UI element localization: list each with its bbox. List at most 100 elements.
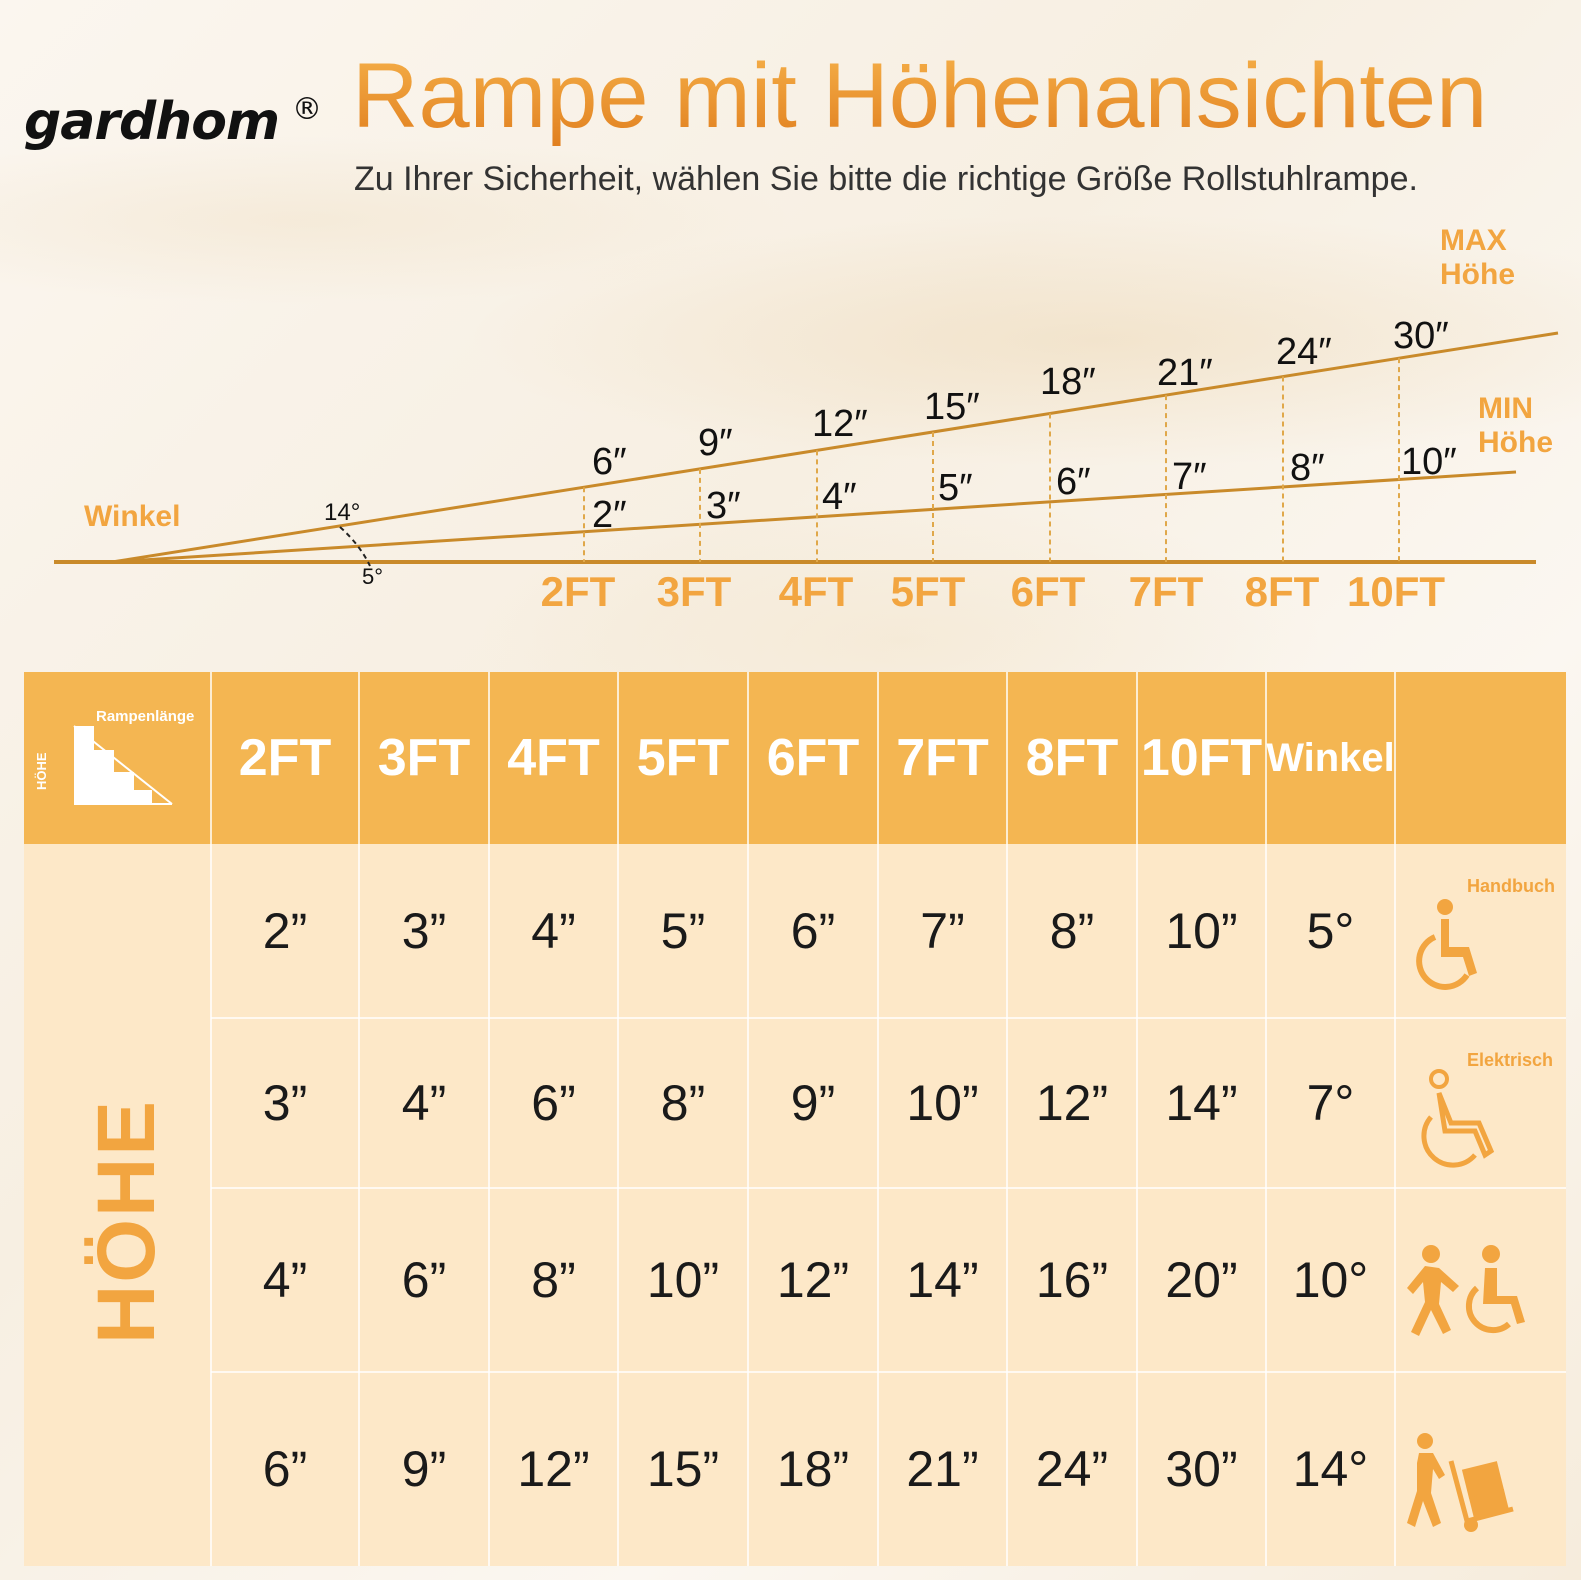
column-header: 2FT bbox=[238, 729, 332, 787]
column-header: 7FT bbox=[896, 729, 989, 787]
manual-wheelchair-icon bbox=[1416, 899, 1477, 990]
table-cell: 12” bbox=[1035, 1075, 1109, 1131]
min-height-label: 5″ bbox=[938, 467, 973, 509]
table-cell: 7° bbox=[1306, 1075, 1355, 1131]
table-cell: 30” bbox=[1165, 1441, 1238, 1497]
column-divider bbox=[747, 672, 749, 1566]
column-header: Winkel bbox=[1266, 735, 1395, 780]
table-cell: 3” bbox=[262, 1075, 308, 1131]
page-title: Rampe mit Höhenansichten bbox=[352, 45, 1488, 147]
ramp-corner-icon bbox=[73, 725, 173, 805]
table-cell: 6” bbox=[790, 903, 836, 959]
table-header-row bbox=[24, 672, 1566, 844]
ramp-height-diagram: 6″ 9″ 12″ 15″ 18″ 21″ 24″ 30″ 2″ 3″ 4″ 5″ 6″ 7″ 8″ 10″ 2… bbox=[54, 224, 1559, 615]
column-header: 4FT bbox=[507, 729, 600, 787]
column-header: 3FT bbox=[377, 729, 471, 787]
icon-caption: Elektrisch bbox=[1467, 1050, 1554, 1070]
table-cell: 4” bbox=[531, 903, 576, 959]
min-height-title-line1: MIN bbox=[1478, 392, 1533, 425]
ramp-length-label: 5FT bbox=[891, 568, 966, 615]
max-height-label: 24″ bbox=[1276, 331, 1332, 373]
row-divider bbox=[211, 1187, 1566, 1189]
column-divider bbox=[358, 672, 360, 1566]
column-divider bbox=[1006, 672, 1008, 1566]
table-cell: 6” bbox=[531, 1075, 576, 1131]
table-cell: 16” bbox=[1035, 1252, 1109, 1308]
max-height-label: 6″ bbox=[592, 441, 627, 483]
max-height-label: 12″ bbox=[812, 403, 868, 445]
min-height-label: 10″ bbox=[1401, 441, 1457, 483]
registered-mark: ® bbox=[292, 92, 322, 127]
table-cell: 10” bbox=[646, 1252, 720, 1308]
ramp-length-label: 6FT bbox=[1011, 568, 1086, 615]
row-divider bbox=[211, 1017, 1566, 1019]
column-divider bbox=[877, 672, 879, 1566]
corner-length-label: Rampenlänge bbox=[96, 708, 195, 725]
max-height-label: 18″ bbox=[1040, 361, 1096, 403]
table-cell: 8” bbox=[660, 1075, 706, 1131]
angle-arc bbox=[339, 526, 371, 567]
angle-title-label: Winkel bbox=[84, 500, 180, 533]
max-height-label: 9″ bbox=[698, 422, 733, 464]
max-height-title-line2: Höhe bbox=[1440, 258, 1515, 291]
table-cell: 10” bbox=[1165, 903, 1238, 959]
hand-truck-icon bbox=[1407, 1433, 1514, 1532]
column-header: 8FT bbox=[1025, 729, 1119, 787]
column-divider bbox=[1394, 672, 1396, 1566]
corner-height-label: HÖHE bbox=[34, 752, 49, 790]
table-cell: 7” bbox=[920, 903, 965, 959]
table-cell: 15” bbox=[646, 1441, 720, 1497]
max-height-title-line1: MAX bbox=[1440, 224, 1507, 257]
table-cell: 14” bbox=[906, 1252, 979, 1308]
table-cell: 2” bbox=[262, 903, 308, 959]
ramp-size-table: 2FT 3FT 4FT 5FT 6FT 7FT 8FT 10FT Winkel 2” 3” 4” 5” 6… bbox=[24, 672, 1566, 1566]
brand-logo: gardhom bbox=[24, 92, 280, 152]
ramp-length-label: 4FT bbox=[779, 568, 854, 615]
column-divider bbox=[488, 672, 490, 1566]
table-cell: 8” bbox=[531, 1252, 576, 1308]
ramp-length-label: 3FT bbox=[657, 568, 732, 615]
table-cell: 6” bbox=[262, 1441, 308, 1497]
min-height-label: 2″ bbox=[592, 494, 627, 536]
row-divider bbox=[211, 1371, 1566, 1373]
min-height-label: 6″ bbox=[1056, 461, 1091, 503]
column-divider bbox=[1136, 672, 1138, 1566]
table-cell: 18” bbox=[776, 1441, 850, 1497]
min-height-title-line2: Höhe bbox=[1478, 426, 1553, 459]
table-cell: 12” bbox=[776, 1252, 850, 1308]
page-subtitle: Zu Ihrer Sicherheit, wählen Sie bitte di… bbox=[354, 160, 1418, 198]
column-header: 5FT bbox=[636, 729, 730, 787]
table-cell: 4” bbox=[262, 1252, 308, 1308]
table-cell: 9” bbox=[790, 1075, 836, 1131]
table-cell: 24” bbox=[1035, 1441, 1109, 1497]
max-height-label: 15″ bbox=[924, 386, 980, 428]
row-group-label: HÖHE bbox=[81, 1099, 172, 1344]
column-header: 6FT bbox=[766, 729, 860, 787]
icon-caption: Handbuch bbox=[1467, 876, 1555, 896]
column-header: 10FT bbox=[1140, 729, 1263, 787]
min-height-label: 8″ bbox=[1290, 447, 1325, 489]
ramp-length-label: 2FT bbox=[541, 568, 616, 615]
table-cell: 10” bbox=[906, 1075, 979, 1131]
column-divider bbox=[210, 672, 212, 1566]
table-cell: 3” bbox=[401, 903, 447, 959]
column-divider bbox=[1265, 672, 1267, 1566]
table-cell: 8” bbox=[1049, 903, 1095, 959]
min-height-label: 7″ bbox=[1172, 456, 1207, 498]
table-cell: 14” bbox=[1165, 1075, 1238, 1131]
table-cell: 10° bbox=[1292, 1252, 1369, 1308]
electric-wheelchair-icon bbox=[1421, 1069, 1495, 1168]
max-height-label: 30″ bbox=[1393, 315, 1449, 357]
table-cell: 12” bbox=[517, 1441, 590, 1497]
ramp-length-label: 7FT bbox=[1129, 568, 1204, 615]
min-height-label: 3″ bbox=[706, 485, 741, 527]
assisted-wheelchair-icon bbox=[1407, 1245, 1525, 1336]
table-cell: 5° bbox=[1306, 903, 1355, 959]
ramp-length-label: 8FT bbox=[1245, 568, 1320, 615]
max-height-label: 21″ bbox=[1157, 352, 1213, 394]
table-cell: 4” bbox=[401, 1075, 447, 1131]
max-angle-label: 14° bbox=[324, 499, 360, 526]
table-cell: 14° bbox=[1292, 1441, 1369, 1497]
ramp-length-label: 10FT bbox=[1347, 568, 1445, 615]
table-cell: 21” bbox=[906, 1441, 979, 1497]
